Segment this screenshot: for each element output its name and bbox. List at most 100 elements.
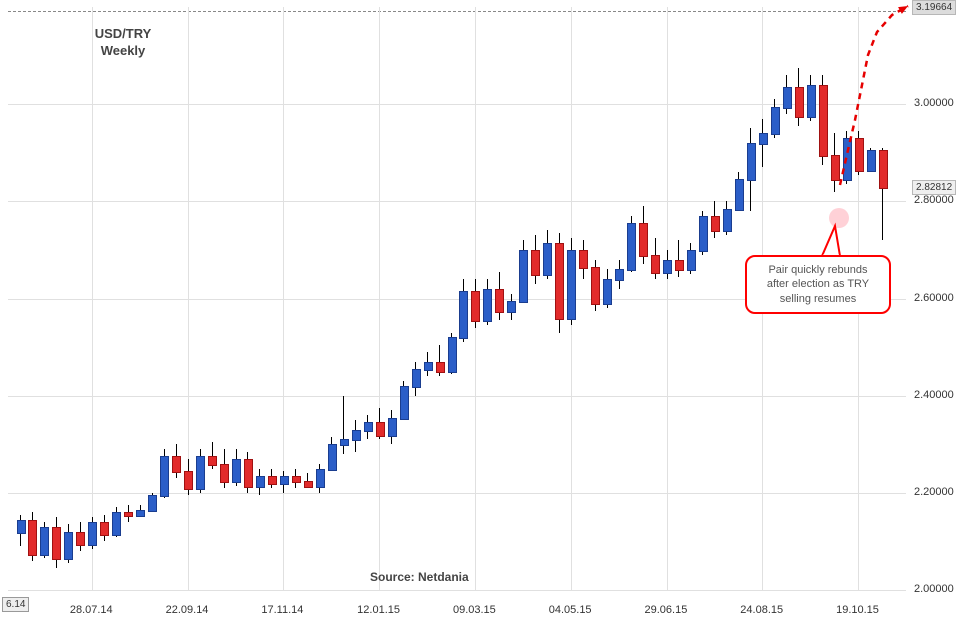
grid-line-v xyxy=(92,7,93,590)
callout-line-2: after election as TRY xyxy=(767,278,869,290)
candle-down xyxy=(172,456,181,473)
candle-up xyxy=(723,209,732,233)
grid-line-h xyxy=(8,493,906,494)
candle-up xyxy=(603,279,612,305)
candle-up xyxy=(328,444,337,470)
candle-down xyxy=(471,291,480,322)
x-axis-label: 29.06.15 xyxy=(645,604,688,616)
chart-title: USD/TRY Weekly xyxy=(88,26,158,60)
x-axis-label: 12.01.15 xyxy=(357,604,400,616)
candle-up xyxy=(567,250,576,320)
candle-up xyxy=(843,138,852,181)
target-level-line xyxy=(8,11,906,12)
candle-up xyxy=(352,430,361,442)
candle-down xyxy=(651,255,660,274)
candle-up xyxy=(148,495,157,512)
candle-up xyxy=(771,107,780,136)
source-text: Source: Netdania xyxy=(370,570,469,584)
title-line-1: USD/TRY xyxy=(95,26,152,41)
candle-down xyxy=(28,520,37,556)
candle-up xyxy=(507,301,516,313)
candle-up xyxy=(136,510,145,517)
candle-down xyxy=(555,243,564,320)
candle-down xyxy=(795,87,804,118)
grid-line-h xyxy=(8,201,906,202)
candle-down xyxy=(208,456,217,465)
candle-up xyxy=(747,143,756,181)
grid-line-v xyxy=(667,7,668,590)
candle-down xyxy=(879,150,888,188)
grid-line-v xyxy=(379,7,380,590)
candle-up xyxy=(783,87,792,108)
candle-up xyxy=(687,250,696,271)
candle-up xyxy=(519,250,528,303)
x-axis-label: 19.10.15 xyxy=(836,604,879,616)
candle-up xyxy=(699,216,708,252)
candle-up xyxy=(459,291,468,339)
callout-line-3: selling resumes xyxy=(780,293,856,305)
candle-down xyxy=(220,464,229,483)
candle-up xyxy=(64,532,73,561)
price-marker: 2.82812 xyxy=(912,180,956,195)
y-axis-label: 2.80000 xyxy=(914,194,954,206)
candle-down xyxy=(579,250,588,269)
x-axis-label: 22.09.14 xyxy=(166,604,209,616)
candle-down xyxy=(711,216,720,233)
candle-up xyxy=(543,243,552,277)
candle-up xyxy=(40,527,49,556)
callout-pointer xyxy=(822,226,840,256)
grid-line-v xyxy=(283,7,284,590)
candle-up xyxy=(112,512,121,536)
candle-down xyxy=(436,362,445,374)
grid-line-h xyxy=(8,590,906,591)
candle-down xyxy=(831,155,840,181)
candle-up xyxy=(388,418,397,437)
candle-up xyxy=(663,260,672,274)
x-axis-label: 24.08.15 xyxy=(740,604,783,616)
candle-up xyxy=(160,456,169,497)
y-axis-label: 2.40000 xyxy=(914,389,954,401)
candle-up xyxy=(867,150,876,171)
candle-down xyxy=(292,476,301,483)
candle-down xyxy=(819,85,828,157)
highlight-marker xyxy=(829,208,849,228)
bottom-left-date-fragment: 6.14 xyxy=(2,597,29,612)
price-marker: 3.19664 xyxy=(912,0,956,15)
candle-down xyxy=(124,512,133,516)
x-axis-label: 04.05.15 xyxy=(549,604,592,616)
y-axis-label: 2.20000 xyxy=(914,486,954,498)
candle-down xyxy=(591,267,600,305)
candle-down xyxy=(184,471,193,490)
candle-up xyxy=(807,85,816,119)
title-line-2: Weekly xyxy=(101,43,146,58)
candle-up xyxy=(340,439,349,446)
candle-up xyxy=(448,337,457,373)
candle-up xyxy=(735,179,744,210)
candle-up xyxy=(364,422,373,431)
grid-line-h xyxy=(8,396,906,397)
candle-down xyxy=(495,289,504,313)
candle-up xyxy=(615,269,624,281)
candle-down xyxy=(304,481,313,488)
candle-up xyxy=(88,522,97,546)
candle-down xyxy=(76,532,85,546)
grid-line-v xyxy=(188,7,189,590)
annotation-callout: Pair quickly rebunds after election as T… xyxy=(745,255,891,314)
candle-down xyxy=(100,522,109,536)
candle-down xyxy=(52,527,61,561)
candle-down xyxy=(531,250,540,276)
x-axis-label: 09.03.15 xyxy=(453,604,496,616)
candle-up xyxy=(232,459,241,483)
candle-down xyxy=(268,476,277,485)
candle-up xyxy=(400,386,409,420)
candle-up xyxy=(17,520,26,534)
chart-canvas: 2.000002.200002.400002.600002.800003.000… xyxy=(0,0,972,631)
candle-down xyxy=(244,459,253,488)
candle-up xyxy=(483,289,492,323)
y-axis-label: 2.60000 xyxy=(914,292,954,304)
candle-up xyxy=(256,476,265,488)
grid-line-h xyxy=(8,104,906,105)
candle-up xyxy=(759,133,768,145)
candle-down xyxy=(639,223,648,257)
x-axis-label: 17.11.14 xyxy=(261,604,303,616)
